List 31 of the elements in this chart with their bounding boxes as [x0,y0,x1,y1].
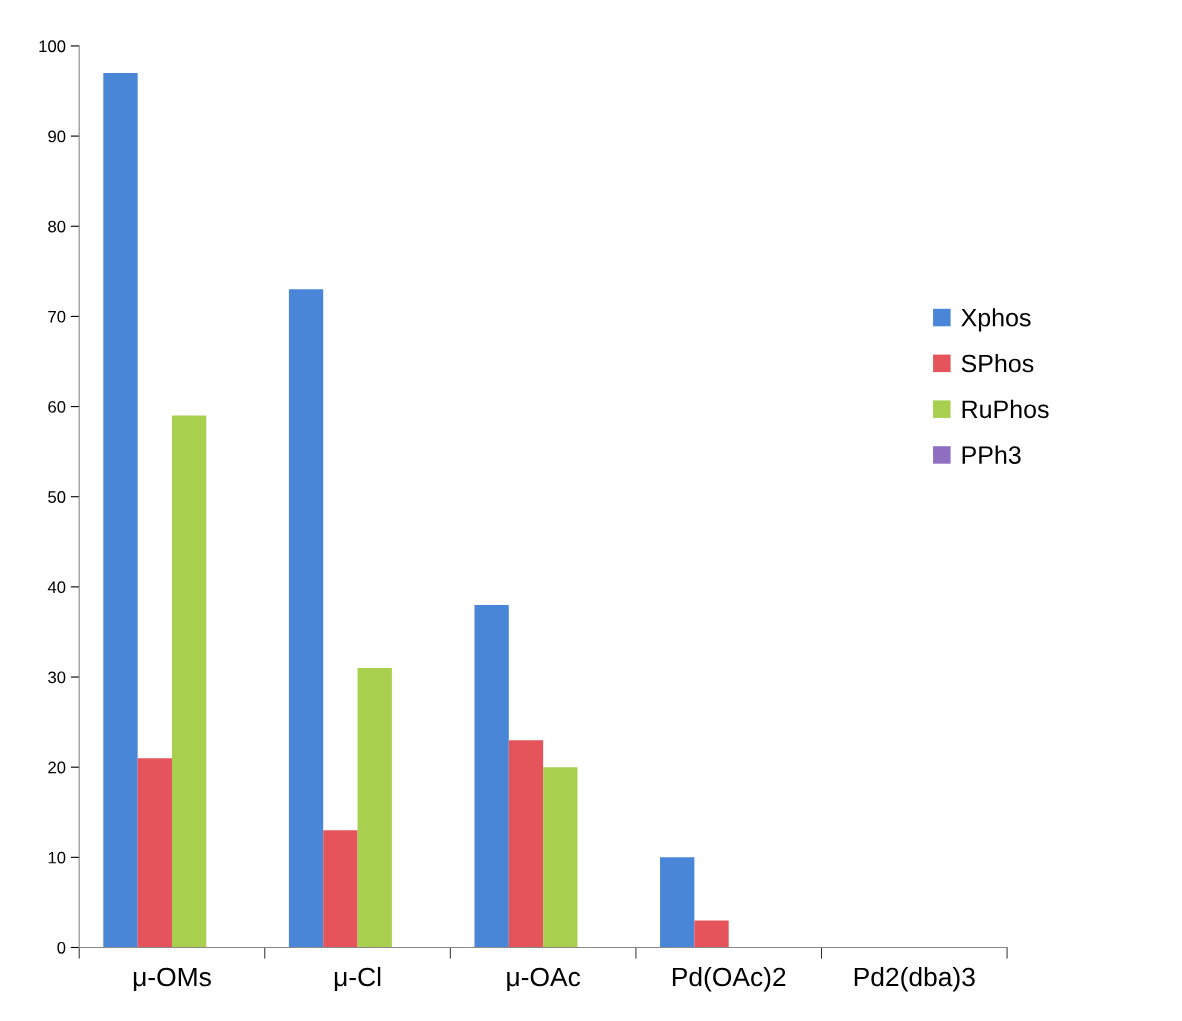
x-tick-label: μ-Cl [334,966,381,992]
y-tick-label: 10 [48,851,66,864]
x-tick-label: μ-OMs [133,967,211,992]
legend-label: SPhos [961,353,1034,373]
y-tick-label: 100 [39,40,66,53]
bar [694,920,729,948]
bar [323,830,358,948]
bar [543,767,578,948]
x-tick-label: Pd(OAc)2 [672,966,786,992]
x-tick-label: μ-OAc [507,967,581,992]
bar [508,740,544,948]
y-tick-label: 90 [48,130,66,143]
y-tick-label: 50 [48,491,66,503]
bar [357,668,392,948]
legend-label: PPh3 [962,445,1021,464]
bar [137,758,172,948]
legend-label: Xphos [961,308,1031,332]
bar [474,604,509,948]
legend-label: RuPhos [962,399,1049,419]
y-tick-label: 0 [57,941,66,954]
x-tick-label: Pd2(dba)3 [854,966,975,992]
y-tick-label: 60 [48,400,66,413]
bar [171,415,207,948]
bar [288,289,324,948]
y-tick-label: 70 [48,310,66,323]
y-tick-label: 20 [48,761,66,774]
y-tick-label: 30 [48,671,66,684]
y-tick-label: 40 [47,581,66,594]
y-tick-label: 80 [48,220,66,233]
bar [103,72,138,948]
bar [660,857,695,948]
